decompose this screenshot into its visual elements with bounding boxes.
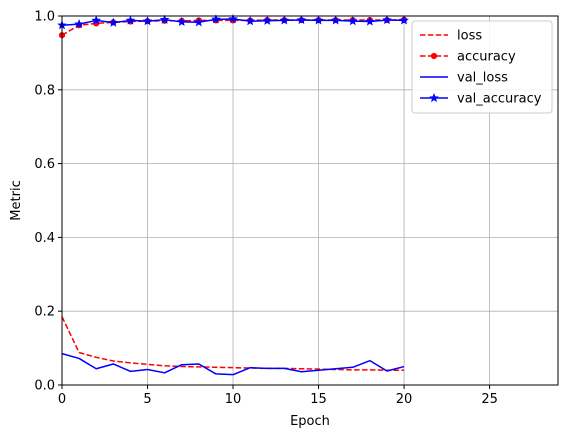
point-val_accuracy-2	[91, 15, 101, 25]
series-loss	[61, 316, 405, 371]
point-val_accuracy-20	[399, 15, 409, 25]
y-axis-label: Metric	[9, 180, 24, 220]
legend-item-val_accuracy: val_accuracy	[420, 92, 542, 107]
point-val_accuracy-15	[313, 15, 324, 25]
point-val_accuracy-6	[159, 14, 170, 24]
legend: loss accuracy val_loss val_accuracy	[411, 20, 553, 114]
series-lines	[57, 13, 409, 376]
plot-frame	[61, 15, 559, 386]
axis-ticks: 0 5 10 15 20 25 0.0 0.2 0.4 0.6 0.8 1.0	[34, 10, 498, 408]
series-line-val_loss	[61, 352, 405, 376]
legend-box	[411, 20, 553, 114]
point-val_accuracy-11	[245, 16, 255, 26]
series-val_accuracy	[57, 13, 409, 30]
point-val_accuracy-18	[365, 16, 375, 26]
y-tick-label-4: 0.8	[34, 83, 55, 98]
legend-item-accuracy: accuracy	[420, 50, 516, 65]
point-val_accuracy-13	[279, 15, 290, 25]
legend-marker-val_accuracy	[429, 92, 439, 103]
y-tick-label-3: 0.6	[34, 157, 55, 172]
point-val_accuracy-19	[382, 15, 392, 25]
point-val_accuracy-16	[330, 15, 341, 25]
point-val_accuracy-1	[74, 19, 84, 29]
point-val_accuracy-4	[125, 15, 136, 25]
point-val_accuracy-9	[211, 14, 221, 24]
point-val_accuracy-5	[142, 16, 153, 26]
y-tick-label-1: 0.2	[34, 305, 55, 320]
legend-item-val_loss: val_loss	[420, 71, 508, 86]
point-val_accuracy-10	[228, 13, 238, 24]
series-line-loss	[61, 316, 405, 371]
x-tick-label-1: 5	[143, 392, 151, 407]
legend-label-accuracy: accuracy	[457, 50, 516, 65]
x-axis-label: Epoch	[290, 414, 330, 429]
legend-label-loss: loss	[457, 29, 482, 44]
x-tick-label-3: 15	[310, 392, 327, 407]
point-val_accuracy-3	[108, 17, 119, 27]
y-tick-label-5: 1.0	[34, 10, 55, 25]
x-tick-label-5: 25	[481, 392, 498, 407]
x-tick-label-4: 20	[396, 392, 413, 407]
legend-marker-accuracy	[430, 52, 438, 60]
y-tick-label-2: 0.4	[34, 231, 55, 246]
legend-label-val_accuracy: val_accuracy	[457, 92, 542, 107]
point-val_accuracy-17	[347, 16, 358, 26]
legend-label-val_loss: val_loss	[457, 71, 508, 86]
point-val_accuracy-8	[194, 17, 204, 27]
series-val_loss	[61, 352, 405, 376]
x-tick-label-0: 0	[58, 392, 66, 407]
point-val_accuracy-7	[176, 16, 187, 26]
point-val_accuracy-14	[296, 15, 307, 25]
legend-item-loss: loss	[420, 29, 482, 44]
point-val_accuracy-12	[262, 15, 273, 25]
y-tick-label-0: 0.0	[34, 379, 55, 394]
x-tick-label-2: 10	[225, 392, 242, 407]
